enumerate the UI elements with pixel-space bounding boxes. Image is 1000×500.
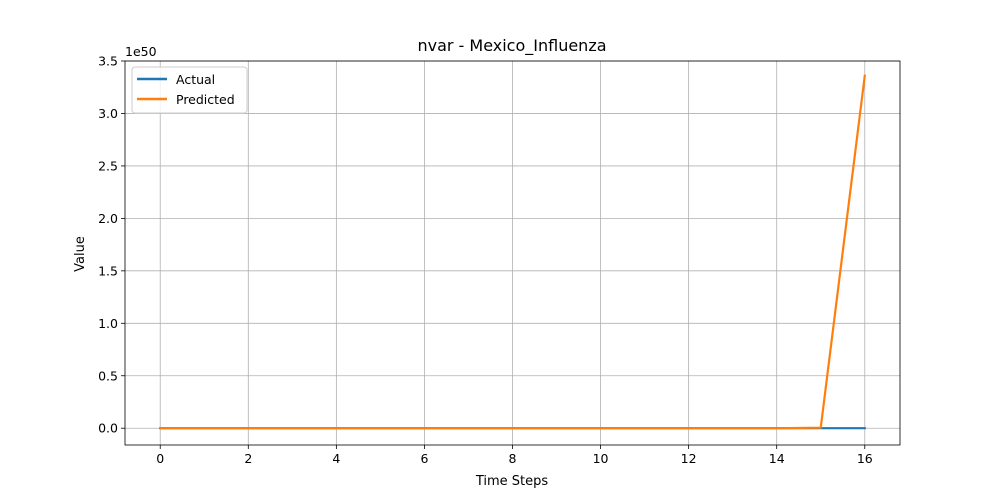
y-tick-label: 2.5 bbox=[98, 158, 118, 173]
y-offset-label: 1e50 bbox=[125, 44, 157, 59]
y-tick-label: 3.5 bbox=[98, 54, 118, 69]
x-tick-label: 4 bbox=[332, 451, 340, 466]
x-tick-label: 10 bbox=[593, 451, 609, 466]
axis-ticks: 0 2 4 6 8 10 12 14 16 0.0 0.5 1.0 1.5 2.0 2.5 3.0 3.5 bbox=[98, 54, 873, 467]
x-tick-label: 12 bbox=[681, 451, 697, 466]
legend: Actual Predicted bbox=[131, 66, 248, 114]
y-tick-label: 1.5 bbox=[98, 263, 118, 278]
legend-label-actual: Actual bbox=[176, 72, 215, 87]
chart-title: nvar - Mexico_Influenza bbox=[417, 36, 606, 56]
legend-label-predicted: Predicted bbox=[176, 92, 235, 107]
grid-lines bbox=[125, 60, 900, 445]
x-tick-label: 8 bbox=[509, 451, 517, 466]
series-line-predicted bbox=[159, 74, 866, 430]
y-axis-label: Value bbox=[73, 236, 88, 272]
x-tick-label: 2 bbox=[244, 451, 252, 466]
x-tick-label: 14 bbox=[769, 451, 785, 466]
x-tick-label: 16 bbox=[857, 451, 873, 466]
x-tick-label: 6 bbox=[420, 451, 428, 466]
y-tick-label: 0.0 bbox=[98, 421, 118, 436]
series-lines bbox=[159, 74, 866, 430]
y-tick-label: 2.0 bbox=[98, 211, 118, 226]
y-tick-label: 0.5 bbox=[98, 368, 118, 383]
y-tick-label: 3.0 bbox=[98, 106, 118, 121]
x-axis-label: Time Steps bbox=[475, 474, 549, 489]
y-tick-label: 1.0 bbox=[98, 316, 118, 331]
x-tick-label: 0 bbox=[156, 451, 164, 466]
